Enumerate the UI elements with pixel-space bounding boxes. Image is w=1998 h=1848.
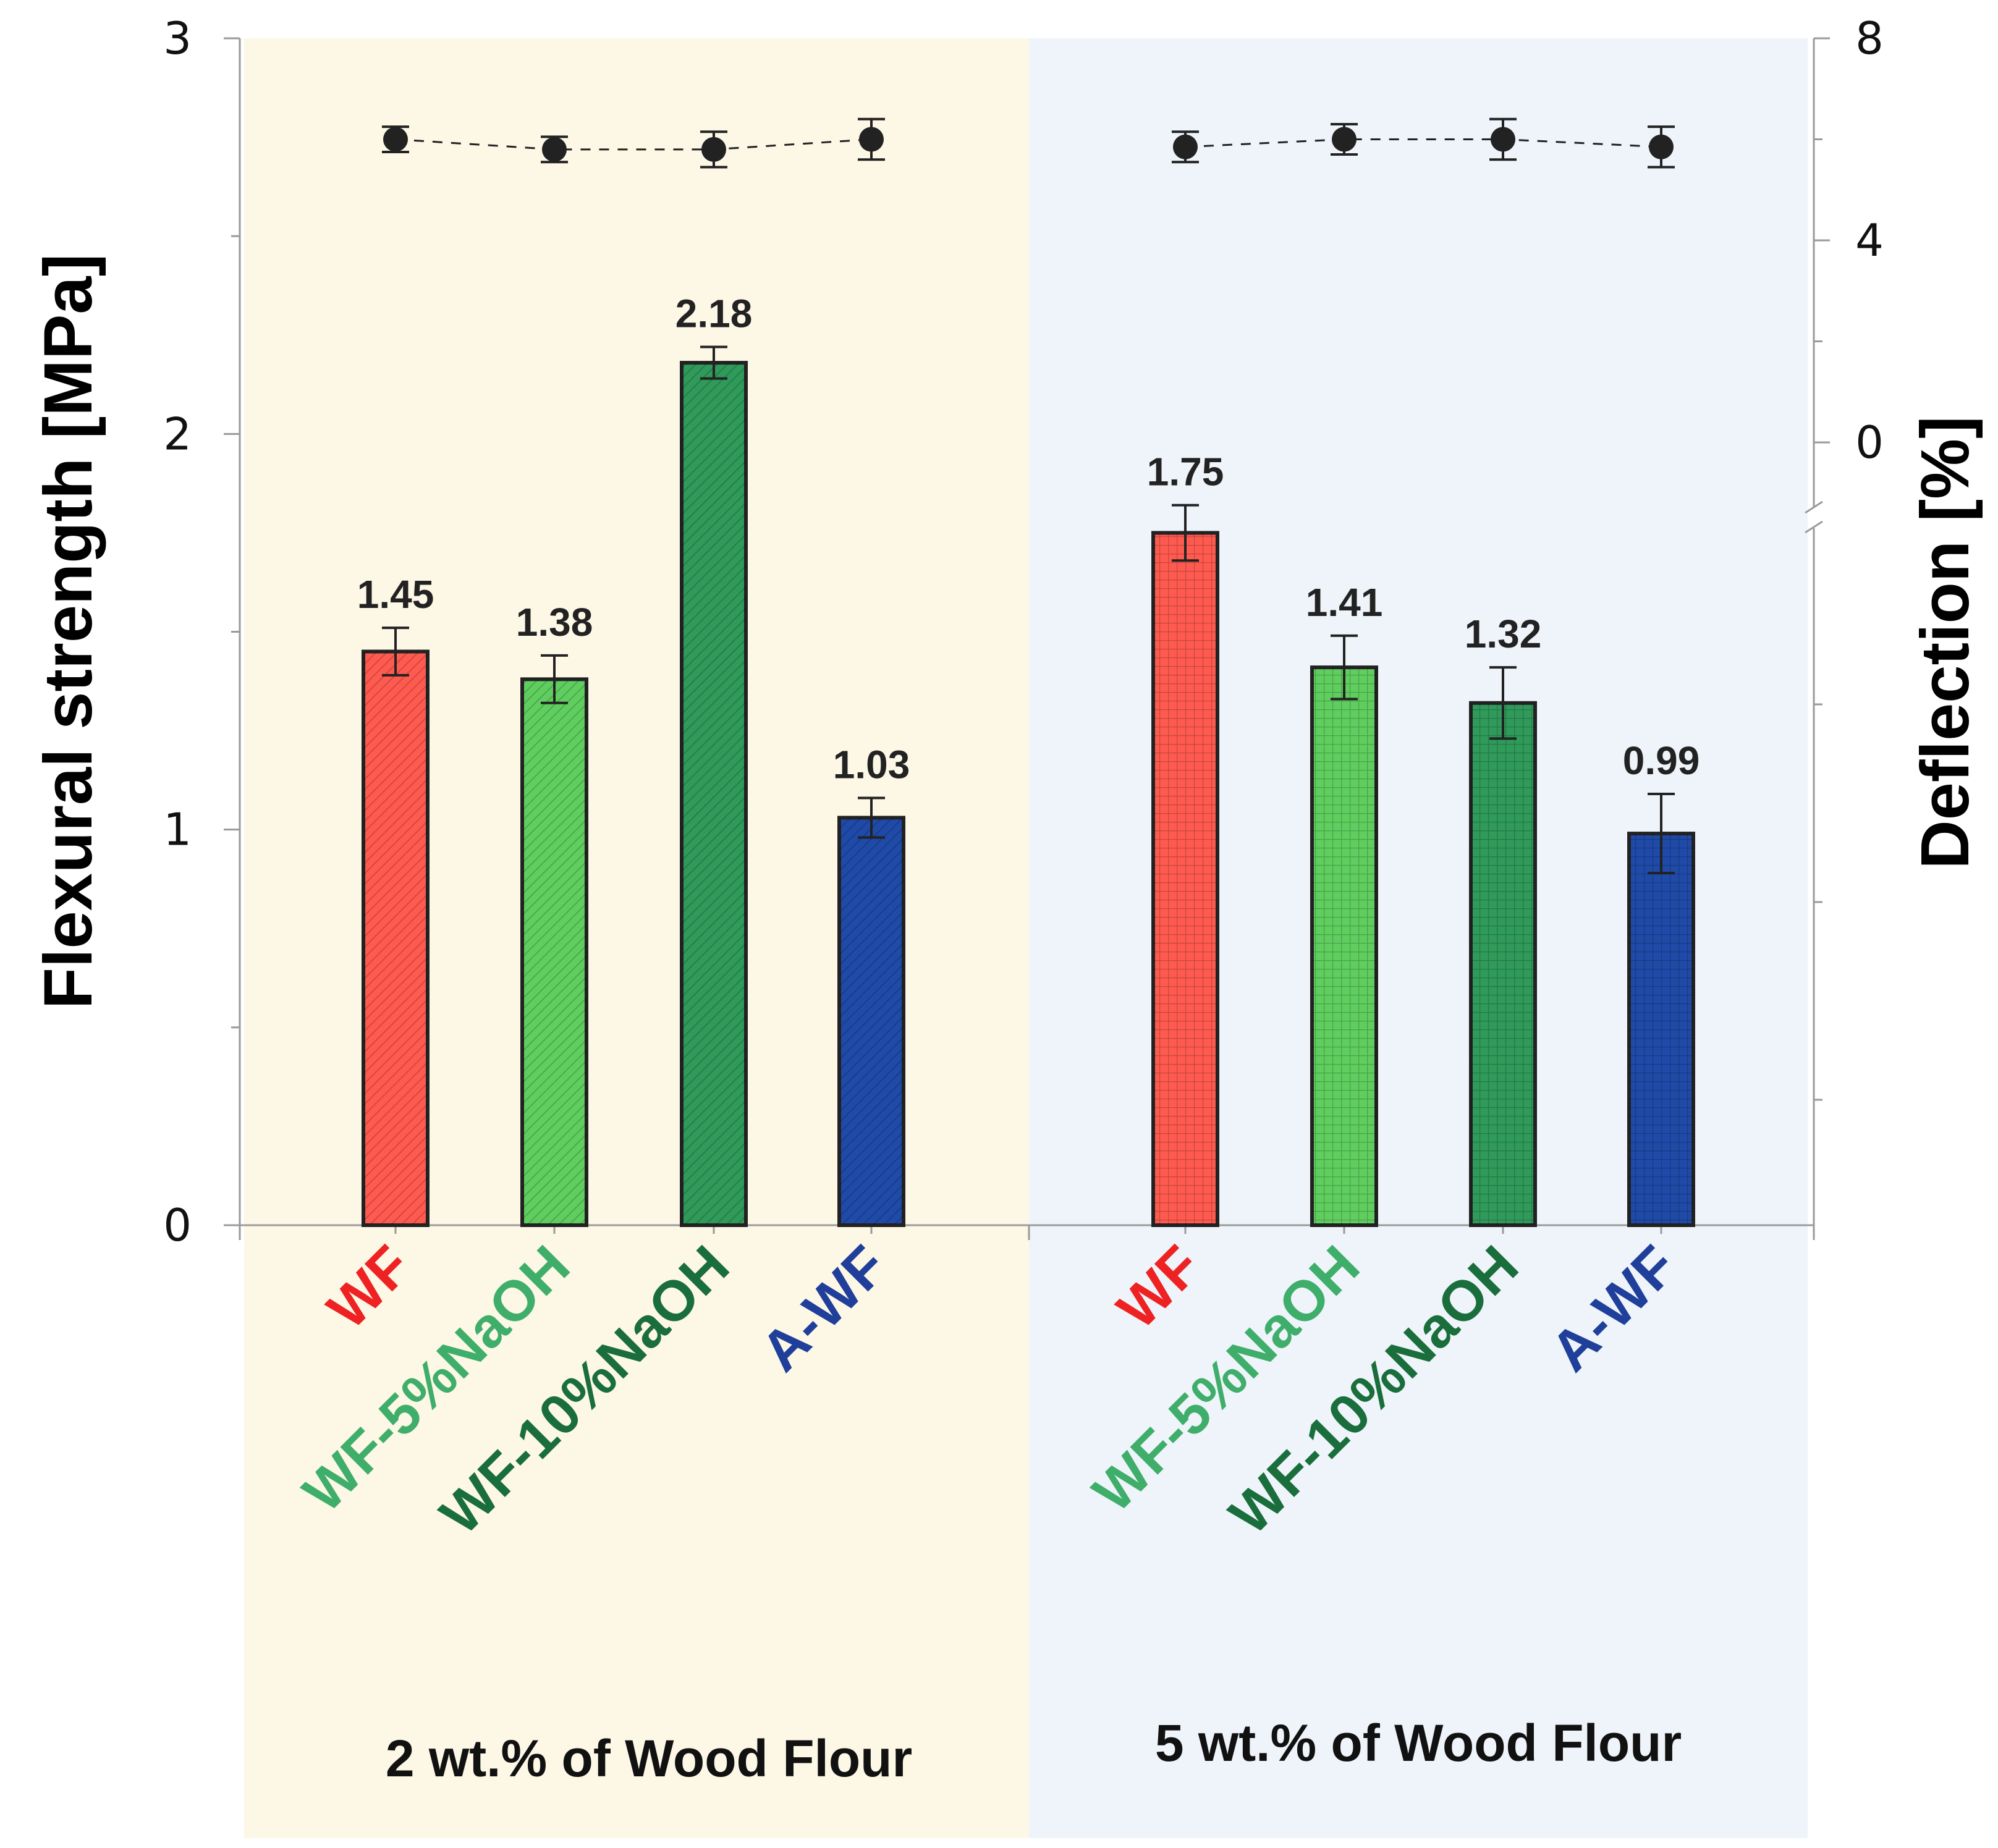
bar-value-label: 1.41 xyxy=(1306,580,1383,625)
y-axis-title: Flexural strength [MPa] xyxy=(30,254,106,1009)
bar-texture xyxy=(363,651,428,1225)
y2-tick-label: 4 xyxy=(1855,214,1884,266)
bar-texture xyxy=(1153,533,1217,1225)
deflection-line-group-1 xyxy=(395,138,872,151)
y2-axis-title: Deflection [%] xyxy=(1907,416,1983,869)
bar-texture xyxy=(1471,702,1535,1225)
bar-value-label: 1.38 xyxy=(516,600,593,644)
bar-texture xyxy=(682,363,746,1226)
group-label-2: 5 wt.% of Wood Flour xyxy=(1155,1714,1682,1772)
bar-value-label: 1.32 xyxy=(1465,612,1542,656)
deflection-point xyxy=(542,137,567,162)
group-label-1: 2 wt.% of Wood Flour xyxy=(386,1729,912,1787)
axis-break-mark xyxy=(1805,520,1823,534)
y2-tick-label: 8 xyxy=(1855,12,1884,64)
y-tick-label: 3 xyxy=(163,12,192,64)
y-tick-label: 0 xyxy=(163,1199,192,1251)
axis-break-mark xyxy=(1805,500,1823,514)
deflection-point xyxy=(1649,134,1674,159)
bar-value-label: 2.18 xyxy=(675,291,753,335)
bar-texture xyxy=(1629,833,1693,1225)
bar-value-label: 0.99 xyxy=(1623,738,1700,783)
bar-texture xyxy=(522,679,586,1225)
y2-tick-label: 0 xyxy=(1855,416,1884,468)
bar-value-label: 1.03 xyxy=(833,742,910,787)
bar-texture xyxy=(839,817,904,1225)
deflection-point xyxy=(859,127,884,152)
deflection-line-group-2 xyxy=(1185,138,1662,148)
deflection-point xyxy=(1491,127,1515,152)
deflection-point xyxy=(1173,134,1198,159)
bar-texture xyxy=(1312,667,1376,1225)
deflection-point xyxy=(701,137,726,162)
deflection-point xyxy=(1332,127,1357,152)
deflection-point xyxy=(383,127,408,152)
y-tick-label: 1 xyxy=(163,804,192,856)
bar-value-label: 1.45 xyxy=(357,572,434,617)
y-tick-label: 2 xyxy=(163,408,192,460)
bar-value-label: 1.75 xyxy=(1147,450,1224,494)
